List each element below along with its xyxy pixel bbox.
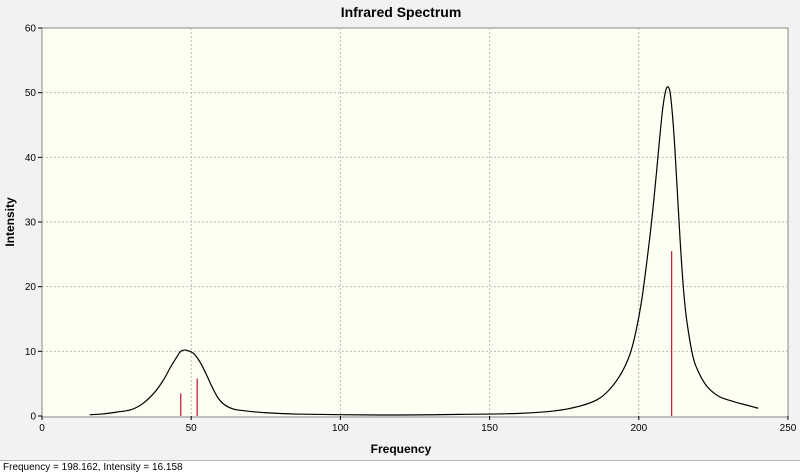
chart-canvas[interactable]: Infrared Spectrum 0 50 100 150 200 250 0 10 20 30… — [0, 0, 800, 460]
axis-ticks: 0 50 100 150 200 250 0 10 20 30 40 50 60 — [25, 24, 797, 435]
x-tick-label: 150 — [481, 423, 498, 434]
stick-lines — [180, 251, 673, 416]
y-tick-label: 10 — [25, 347, 37, 358]
grid-lines — [42, 28, 788, 416]
status-bar: Frequency = 198.162, Intensity = 16.158 — [0, 460, 800, 473]
x-tick-label: 100 — [332, 423, 349, 434]
x-tick-label: 0 — [39, 423, 45, 434]
y-tick-label: 50 — [25, 88, 37, 99]
y-tick-label: 20 — [25, 282, 37, 293]
x-tick-label: 200 — [630, 423, 647, 434]
chart-title: Infrared Spectrum — [341, 4, 462, 20]
y-axis-title: Intensity — [3, 197, 17, 247]
chart-window: Infrared Spectrum 0 50 100 150 200 250 0 10 20 30… — [0, 0, 800, 460]
y-tick-label: 40 — [25, 153, 37, 164]
x-axis-title: Frequency — [371, 442, 432, 456]
x-tick-label: 50 — [186, 423, 198, 434]
y-tick-label: 0 — [30, 412, 36, 423]
y-tick-label: 30 — [25, 218, 37, 229]
x-tick-label: 250 — [780, 423, 797, 434]
status-readout: Frequency = 198.162, Intensity = 16.158 — [3, 462, 183, 473]
spectrum-line — [89, 86, 759, 416]
y-tick-label: 60 — [25, 24, 37, 35]
